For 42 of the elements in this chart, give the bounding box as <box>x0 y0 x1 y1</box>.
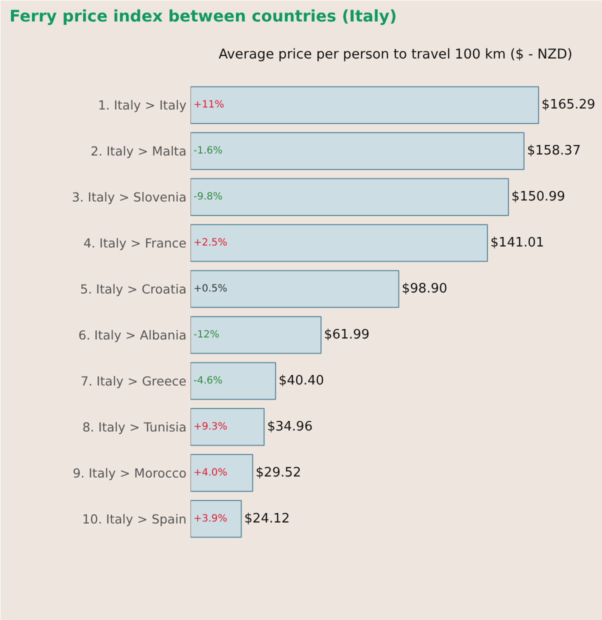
annotation: -1.6% <box>194 146 223 157</box>
bar <box>190 454 254 492</box>
data-label: $158.37 <box>526 144 581 159</box>
data-label: $40.40 <box>278 373 324 388</box>
data-label: $165.29 <box>542 98 596 113</box>
bar <box>190 132 524 170</box>
y-tick-label: 6. Italy > Albania <box>78 327 187 342</box>
y-tick-label: 5. Italy > Croatia <box>80 282 187 297</box>
bar <box>190 270 400 308</box>
annotation: +4.0% <box>194 467 228 478</box>
bar <box>190 362 276 400</box>
data-label: $24.12 <box>244 511 290 526</box>
annotation: +11% <box>194 100 224 111</box>
y-tick-label: 8. Italy > Tunisia <box>82 419 186 434</box>
annotation: -9.8% <box>194 192 223 203</box>
data-label: $61.99 <box>324 327 370 342</box>
annotation: -4.6% <box>194 375 223 386</box>
data-label: $150.99 <box>511 190 566 205</box>
y-tick-label: 7. Italy > Greece <box>80 373 187 388</box>
data-label: $34.96 <box>267 419 313 434</box>
annotation: +3.9% <box>194 513 228 524</box>
bar <box>190 408 265 446</box>
bar <box>190 224 488 262</box>
y-tick-label: 3. Italy > Slovenia <box>72 190 187 205</box>
data-label: $29.52 <box>256 465 302 480</box>
bar <box>190 316 322 354</box>
chart-subtitle: Average price per person to travel 100 km ($ - NZD) <box>218 46 572 62</box>
annotation: +0.5% <box>194 284 228 295</box>
y-tick-label: 4. Italy > France <box>83 236 187 251</box>
y-tick-label: 1. Italy > Italy <box>98 98 188 113</box>
annotation: +2.5% <box>194 238 228 249</box>
y-tick-label: 9. Italy > Morocco <box>72 465 187 480</box>
data-label: $141.01 <box>490 236 544 251</box>
bar <box>190 500 242 538</box>
y-tick-label: 2. Italy > Malta <box>90 144 187 159</box>
chart-title: Ferry price index between countries (Italy) <box>10 6 397 26</box>
annotation: -12% <box>194 329 220 340</box>
bar <box>190 86 540 124</box>
annotation: +9.3% <box>194 421 228 432</box>
data-label: $98.90 <box>402 282 448 297</box>
bar <box>190 178 509 216</box>
y-tick-label: 10. Italy > Spain <box>82 511 187 526</box>
